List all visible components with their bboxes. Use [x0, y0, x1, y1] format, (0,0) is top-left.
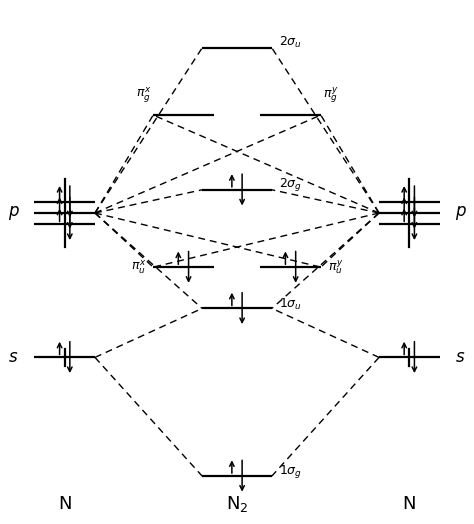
Text: N: N [58, 495, 72, 514]
Text: $s$: $s$ [456, 348, 465, 366]
Text: $\pi_u^y$: $\pi_u^y$ [328, 258, 343, 276]
Text: $\pi_g^y$: $\pi_g^y$ [323, 85, 338, 105]
Text: $\pi_g^x$: $\pi_g^x$ [136, 85, 151, 105]
Text: $2\sigma_u$: $2\sigma_u$ [279, 35, 302, 50]
Text: $p$: $p$ [455, 204, 466, 222]
Text: $1\sigma_g$: $1\sigma_g$ [279, 463, 302, 481]
Text: $2\sigma_g$: $2\sigma_g$ [279, 176, 302, 193]
Text: $s$: $s$ [9, 348, 18, 366]
Text: $1\sigma_u$: $1\sigma_u$ [279, 297, 302, 312]
Text: $\pi_u^x$: $\pi_u^x$ [131, 258, 146, 276]
Text: N$_2$: N$_2$ [226, 494, 248, 515]
Text: N: N [402, 495, 416, 514]
Text: $p$: $p$ [8, 204, 19, 222]
